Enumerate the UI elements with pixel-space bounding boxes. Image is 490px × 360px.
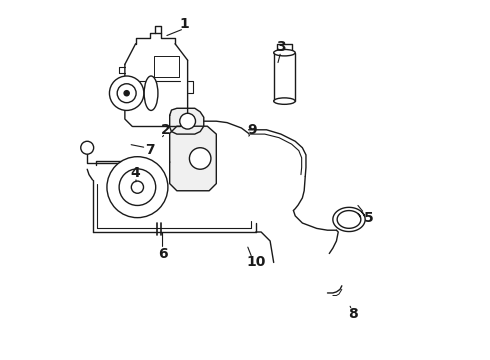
Ellipse shape bbox=[144, 76, 158, 111]
Circle shape bbox=[117, 84, 136, 103]
Circle shape bbox=[107, 157, 168, 218]
Ellipse shape bbox=[274, 49, 295, 56]
Text: 9: 9 bbox=[247, 123, 257, 137]
Text: 10: 10 bbox=[246, 256, 266, 270]
Circle shape bbox=[190, 148, 211, 169]
Text: 6: 6 bbox=[158, 247, 167, 261]
Polygon shape bbox=[170, 108, 204, 134]
Text: 7: 7 bbox=[145, 143, 155, 157]
Circle shape bbox=[109, 76, 144, 111]
Text: 5: 5 bbox=[364, 211, 373, 225]
Circle shape bbox=[124, 91, 129, 96]
Circle shape bbox=[131, 181, 144, 193]
Circle shape bbox=[180, 113, 196, 129]
Text: 4: 4 bbox=[131, 166, 141, 180]
Text: 1: 1 bbox=[179, 17, 189, 31]
Text: 3: 3 bbox=[276, 40, 286, 54]
Text: 8: 8 bbox=[348, 307, 358, 321]
Circle shape bbox=[119, 169, 156, 206]
Text: 2: 2 bbox=[161, 123, 171, 137]
Polygon shape bbox=[170, 126, 216, 191]
Ellipse shape bbox=[274, 98, 295, 104]
Circle shape bbox=[81, 141, 94, 154]
